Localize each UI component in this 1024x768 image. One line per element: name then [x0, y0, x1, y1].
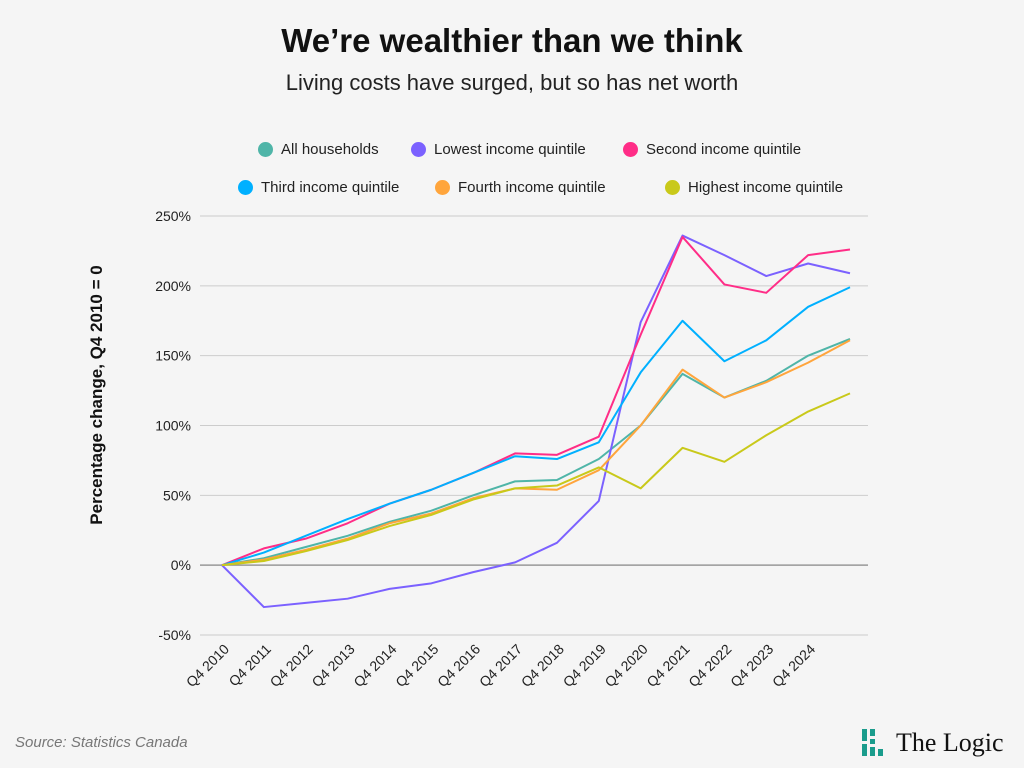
legend-swatch	[238, 180, 253, 195]
legend-label: Lowest income quintile	[434, 141, 586, 158]
x-tick-label: Q4 2019	[560, 641, 609, 690]
legend-item: Third income quintile	[238, 179, 399, 196]
x-tick-label: Q4 2017	[476, 641, 525, 690]
legend-item: Fourth income quintile	[435, 179, 606, 196]
y-tick-label: 0%	[171, 557, 191, 573]
legend-swatch	[623, 142, 638, 157]
legend-label: Fourth income quintile	[458, 179, 606, 196]
legend-swatch	[435, 180, 450, 195]
x-tick-label: Q4 2010	[183, 641, 232, 690]
series-line-second-income-quintile	[221, 235, 851, 567]
legend-item: Lowest income quintile	[411, 141, 586, 158]
y-tick-label: 250%	[155, 208, 191, 224]
legend-label: All households	[281, 141, 379, 158]
x-tick-label: Q4 2023	[727, 641, 776, 690]
legend-swatch	[411, 142, 426, 157]
logo-text: The Logic	[896, 728, 1004, 757]
legend-item: Highest income quintile	[665, 179, 843, 196]
chart-title: We’re wealthier than we think	[281, 22, 743, 59]
legend-item: Second income quintile	[623, 141, 801, 158]
y-tick-label: 200%	[155, 278, 191, 294]
y-tick-label: -50%	[158, 627, 191, 643]
series-line-fourth-income-quintile	[221, 339, 851, 567]
legend-swatch	[665, 180, 680, 195]
x-tick-label: Q4 2015	[392, 641, 441, 690]
x-tick-label: Q4 2024	[769, 641, 818, 690]
legend-label: Highest income quintile	[688, 179, 844, 196]
y-tick-label: 50%	[163, 487, 191, 503]
x-tick-label: Q4 2013	[308, 641, 357, 690]
legend-item: All households	[258, 141, 379, 158]
x-tick-label: Q4 2012	[267, 641, 316, 690]
legend-label: Second income quintile	[646, 141, 802, 158]
legend-swatch	[258, 142, 273, 157]
logo-bars-icon	[862, 729, 883, 756]
series-line-third-income-quintile	[221, 286, 851, 567]
y-tick-label: 100%	[155, 418, 191, 434]
x-tick-label: Q4 2011	[225, 641, 274, 690]
x-tick-label: Q4 2022	[685, 641, 734, 690]
x-tick-label: Q4 2014	[350, 641, 399, 690]
x-tick-label: Q4 2020	[601, 641, 650, 690]
series-line-lowest-income-quintile	[221, 234, 851, 609]
x-tick-label: Q4 2021	[643, 641, 692, 690]
the-logic-logo: The Logic	[862, 728, 1004, 758]
source-note: Source: Statistics Canada	[15, 734, 188, 751]
legend-label: Third income quintile	[261, 179, 400, 196]
y-tick-label: 150%	[155, 348, 191, 364]
x-tick-label: Q4 2016	[434, 641, 483, 690]
chart-subtitle: Living costs have surged, but so has net…	[285, 70, 739, 95]
x-tick-label: Q4 2018	[518, 641, 567, 690]
series-line-highest-income-quintile	[221, 392, 851, 567]
